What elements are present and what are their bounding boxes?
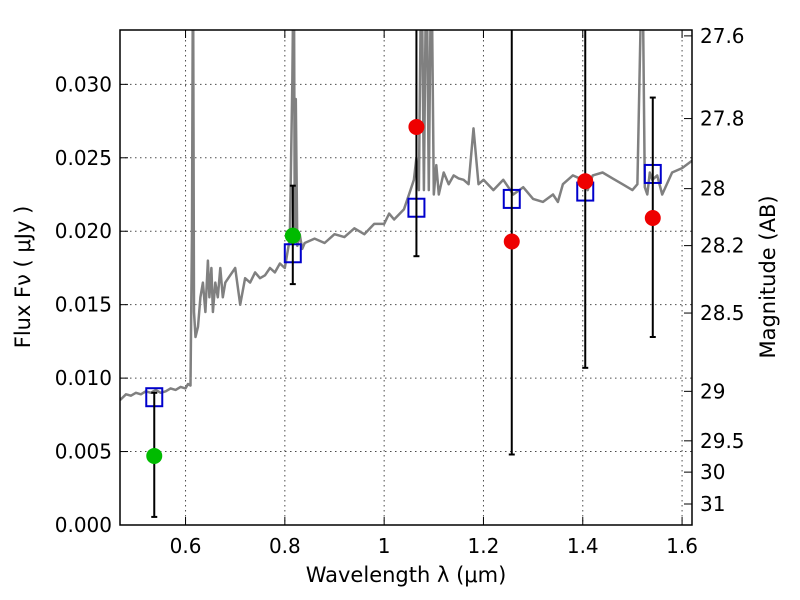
y2-tick-label: 28.5 xyxy=(700,301,745,325)
y2-tick-label: 29 xyxy=(700,379,725,403)
y2-axis-label: Magnitude (AB) xyxy=(756,195,780,358)
y2-tick-label: 31 xyxy=(700,492,725,516)
y2-tick-label: 27.8 xyxy=(700,107,745,131)
y-tick-label: 0.000 xyxy=(55,513,112,537)
grid xyxy=(120,30,692,526)
y2-tick-label: 29.5 xyxy=(700,429,745,453)
y-tick-label: 0.030 xyxy=(55,72,112,96)
y-tick-label: 0.015 xyxy=(55,293,112,317)
spectrum-line xyxy=(120,30,692,401)
x-tick-label: 0.6 xyxy=(170,534,202,558)
x-tick-label: 1.2 xyxy=(468,534,500,558)
plot-area xyxy=(120,30,692,408)
y2-tick-label: 28.2 xyxy=(700,234,745,258)
data-point xyxy=(644,210,661,227)
data-point xyxy=(146,447,163,464)
error-bars xyxy=(146,30,661,518)
x-tick-label: 1.6 xyxy=(666,534,698,558)
x-tick-label: 1.4 xyxy=(567,534,599,558)
data-point xyxy=(503,233,520,250)
y2-tick-label: 28 xyxy=(700,177,725,201)
y-tick-label: 0.010 xyxy=(55,366,112,390)
data-point xyxy=(408,118,425,135)
y-tick-label: 0.025 xyxy=(55,146,112,170)
x-tick-label: 1 xyxy=(378,534,391,558)
y-tick-label: 0.020 xyxy=(55,219,112,243)
y-tick-label: 0.005 xyxy=(55,440,112,464)
y-axis-label: Flux Fν ( μJy ) xyxy=(11,206,35,349)
axes: 0.6 0.8 1 1.2 1.4 1.6 0.000 0.005 0.010 0.015 0.02… xyxy=(55,24,745,558)
data-point xyxy=(284,227,301,244)
x-axis-label: Wavelength λ (μm) xyxy=(306,563,507,587)
plot-frame xyxy=(119,29,693,526)
y2-tick-label: 30 xyxy=(700,460,725,484)
x-tick-label: 0.8 xyxy=(269,534,301,558)
data-point xyxy=(577,173,594,190)
y2-tick-label: 27.6 xyxy=(700,24,745,48)
